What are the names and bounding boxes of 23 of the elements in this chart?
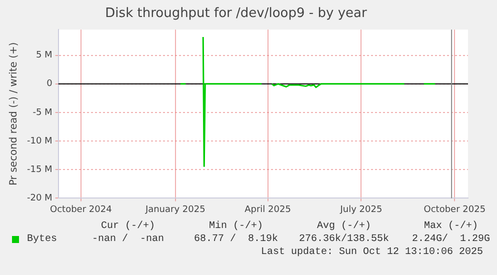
x-tick-label: July 2025 [339,204,382,215]
x-tick-label: October 2024 [50,204,112,215]
y-tick-label: 0 [46,79,53,90]
text: Min (-/+) [208,221,264,232]
y-axis-title: Pr second read (-) / write (+) [8,42,20,186]
text: Avg (-/+) [316,221,372,232]
x-tick-label: April 2025 [244,204,291,215]
y-tick-label: -20 M [27,194,52,204]
x-tick-label: October 2025 [424,204,486,215]
text: Cur (-/+) [100,221,156,232]
legend-label: Bytes [27,234,58,245]
y-tick-label: -5 M [32,108,52,118]
y-tick-label: 5 M [36,50,52,61]
text: Max (-/+) [424,221,478,232]
text: 276.36k/138.55k [298,234,390,245]
text: -nan / -nan [92,234,164,245]
x-tick-label: January 2025 [144,204,206,215]
y-tick-label: -15 M [27,164,52,175]
text: Last update: Sun Oct 12 13:10:06 2025 [260,247,483,258]
text: 68.77 / 8.19k [194,234,278,245]
text: 2.24G/ 1.29G [412,234,490,245]
chart-title: Disk throughput for /dev/loop9 - by year [105,6,368,22]
y-tick-label: -10 M [27,136,52,146]
